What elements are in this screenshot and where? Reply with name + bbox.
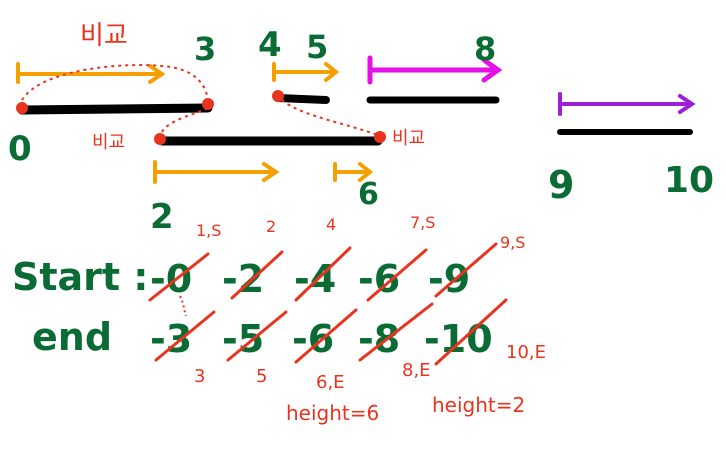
- start-note-1: 1,S: [196, 221, 221, 240]
- compare-label-right: 비교: [392, 128, 425, 149]
- start-note-4: 7,S: [410, 213, 435, 232]
- compare-label-top: 비교: [80, 21, 128, 51]
- endpoint-4: [272, 90, 284, 102]
- compare-curve-right: [281, 99, 381, 137]
- start-note-2: 2: [266, 217, 276, 236]
- purple-arrow-9-10: [558, 92, 696, 116]
- point-label-6: 6: [358, 177, 379, 212]
- start-value-2: -2: [222, 257, 264, 301]
- end-note-5: 10,E: [506, 342, 546, 363]
- start-label: Start :: [12, 255, 149, 299]
- point-label-0: 0: [8, 129, 32, 169]
- endpoint-2: [154, 133, 166, 145]
- endpoint-3: [202, 98, 214, 110]
- point-label-2: 2: [150, 197, 174, 237]
- point-label-9: 9: [548, 163, 574, 207]
- end-note-3: 6,E: [316, 372, 345, 393]
- point-label-3: 3: [194, 30, 216, 68]
- end-value-3: -6: [292, 317, 334, 361]
- height-note-1: height=6: [286, 401, 379, 425]
- strike-marks: [148, 242, 508, 366]
- magenta-arrow-8: [367, 55, 503, 85]
- end-note-4: 8,E: [402, 360, 431, 381]
- segment-0-3: [17, 103, 213, 115]
- point-label-5: 5: [306, 28, 328, 66]
- end-value-1: -3: [150, 317, 192, 361]
- end-note-1: 3: [194, 366, 205, 387]
- end-value-4: -8: [358, 317, 400, 361]
- orange-arrow-2: [153, 160, 280, 184]
- orange-arrow-6: [333, 162, 374, 182]
- end-value-2: -5: [222, 317, 264, 361]
- start-end-link: [179, 295, 187, 317]
- orange-arrow-0-3: [16, 62, 166, 84]
- start-value-5: -9: [428, 257, 470, 301]
- compare-label-left: 비교: [92, 132, 125, 153]
- start-note-5: 9,S: [500, 233, 525, 252]
- compare-curve-top: [21, 64, 209, 101]
- point-label-4: 4: [258, 25, 282, 65]
- end-label: end: [32, 315, 112, 359]
- end-note-2: 5: [256, 366, 267, 387]
- segment-4-5: [274, 94, 330, 104]
- point-label-8: 8: [474, 30, 496, 68]
- endpoint-6: [374, 131, 386, 143]
- orange-arrow-4-5: [272, 62, 340, 82]
- endpoint-0: [16, 102, 28, 114]
- height-note-2: height=2: [432, 393, 525, 417]
- point-label-10: 10: [664, 160, 714, 201]
- start-note-3: 4: [326, 215, 336, 234]
